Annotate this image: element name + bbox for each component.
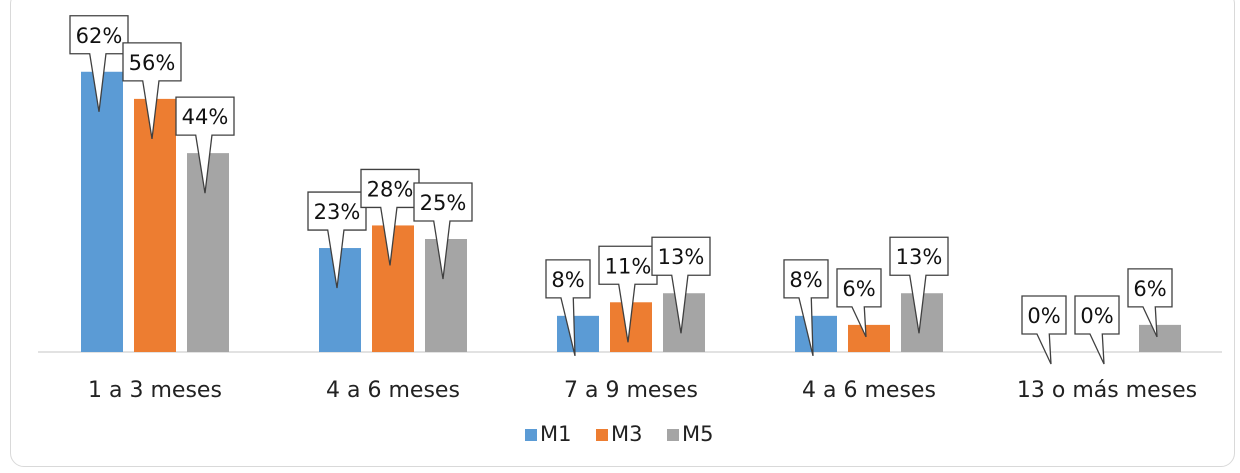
data-label-callout [175, 96, 235, 194]
data-label: 44% [182, 105, 229, 129]
data-label: 62% [76, 24, 123, 48]
x-tick-label: 4 a 6 meses [802, 378, 936, 403]
data-label-callout [1021, 295, 1067, 365]
data-label-callout [836, 268, 882, 338]
data-label-callout [360, 168, 420, 266]
bar-m1-2 [557, 315, 599, 352]
data-label: 28% [367, 177, 414, 201]
data-label-callout [1074, 295, 1120, 365]
data-label: 6% [1133, 277, 1166, 301]
data-label: 0% [1027, 304, 1060, 328]
legend-swatch-m3 [596, 429, 608, 441]
data-label-callout [889, 236, 949, 334]
x-tick-label: 7 a 9 meses [564, 378, 698, 403]
data-label: 56% [129, 51, 176, 75]
x-tick-label: 1 a 3 meses [88, 378, 222, 403]
legend-swatch-m1 [525, 429, 537, 441]
data-label-callout [1127, 268, 1173, 338]
bar-m1-3 [795, 315, 837, 352]
data-label-callout [545, 259, 591, 356]
data-label-callout [69, 15, 129, 112]
bar-m3-0 [134, 98, 176, 352]
data-label: 11% [605, 254, 652, 278]
legend-label-m1: M1 [540, 422, 571, 446]
data-label: 13% [658, 245, 705, 269]
legend-label-m5: M5 [682, 422, 713, 446]
bar-m3-1 [372, 225, 414, 352]
data-label: 0% [1080, 304, 1113, 328]
data-label: 8% [789, 268, 822, 292]
x-tick-labels: 1 a 3 meses 4 a 6 meses 7 a 9 meses 4 a 6 m… [88, 378, 1197, 403]
data-label-callout [651, 236, 711, 334]
data-label: 13% [896, 245, 943, 269]
data-label-callout [783, 259, 829, 356]
data-label: 6% [842, 277, 875, 301]
data-label: 8% [551, 268, 584, 292]
bar-m5-0 [187, 153, 229, 352]
data-label-callout [413, 182, 473, 280]
bars-layer [81, 71, 1181, 352]
legend: M1 M3 M5 [525, 422, 713, 446]
legend-label-m3: M3 [611, 422, 642, 446]
data-label: 25% [420, 191, 467, 215]
x-tick-label: 4 a 6 meses [326, 378, 460, 403]
data-labels-layer: 62%56%44%23%28%25%8%11% 13%8% 6%13%0% 0%6% [69, 15, 1173, 365]
bar-m5-4 [1139, 324, 1181, 352]
bar-m1-0 [81, 71, 123, 352]
x-tick-label: 13 o más meses [1017, 378, 1197, 403]
data-label: 23% [314, 200, 361, 224]
data-label-callout [122, 42, 182, 139]
bar-m3-3 [848, 324, 890, 352]
legend-swatch-m5 [667, 429, 679, 441]
